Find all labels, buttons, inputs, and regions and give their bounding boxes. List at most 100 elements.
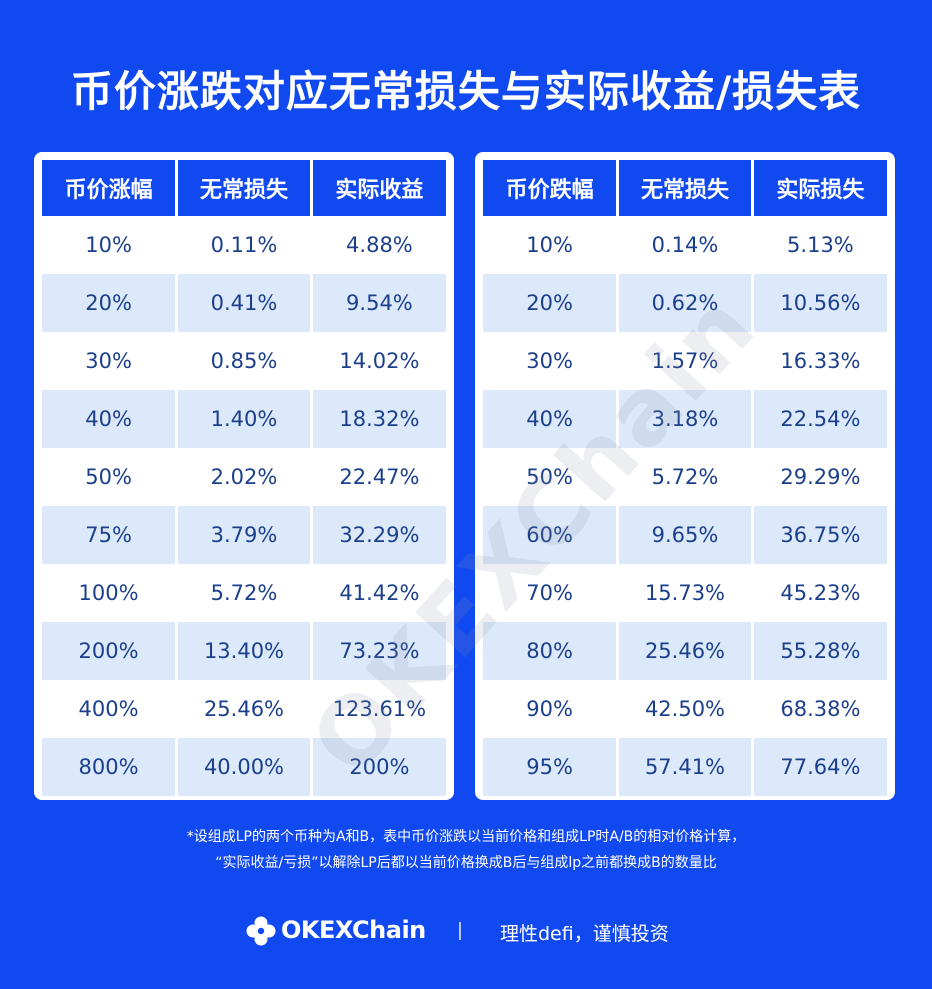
fall-cell-actual-result: 29.29% [780,465,861,489]
fall-cell-actual-result: 55.28% [752,622,887,680]
table-row: 800% 40.00% 200% [42,738,446,796]
footnote-line-2: “实际收益/亏损”以解除LP后都以当前价格换成B后与组成lp之前都换成B的数量比 [215,855,717,871]
table-row: 80% 25.46% 55.28% [483,622,887,680]
rise-header-impermanent-loss: 无常损失 [176,160,313,216]
fall-cell-impermanent-loss: 5.72% [617,448,754,506]
rise-cell-price-change: 200% [42,622,179,680]
fall-cell-price-change: 40% [483,390,620,448]
table-row: 10% 0.14% 5.13% [483,216,887,274]
fall-cell-price-change: 95% [483,738,620,796]
rise-cell-price-change: 10% [42,216,179,274]
fall-cell-price-change: 50% [483,448,620,506]
fall-cell-actual-result: 77.64% [752,738,887,796]
page-title: 币价涨跌对应无常损失与实际收益/损失表 [70,67,862,116]
rise-cell-impermanent-loss: 13.40% [176,622,313,680]
table-row: 200% 13.40% 73.23% [42,622,446,680]
rise-cell-impermanent-loss: 0.85% [176,332,313,390]
footer: OKEXChain 理性defi，谨慎投资 [0,914,932,948]
rise-table: 币价涨幅 无常损失 实际收益 10% 0.11% 4.88% 20% 0.41% 9.54… [42,160,446,796]
fall-cell-impermanent-loss: 0.62% [617,274,754,332]
brand-name: OKEXChain [281,916,426,944]
rise-cell-price-change: 50% [42,448,179,506]
fall-cell-actual-result: 10.56% [752,274,887,332]
fall-cell-impermanent-loss: 42.50% [617,680,754,738]
table-row: 90% 42.50% 68.38% [483,680,887,738]
rise-header-price-change: 币价涨幅 [42,160,179,216]
fall-cell-impermanent-loss: 25.46% [617,622,754,680]
fall-cell-price-change: 30% [483,332,620,390]
table-row: 20% 0.41% 9.54% [42,274,446,332]
fall-cell-impermanent-loss: 0.14% [617,216,754,274]
fall-cell-price-change: 10% [483,216,620,274]
fall-cell-price-change: 80% [483,622,620,680]
rise-cell-actual-result: 18.32% [311,390,446,448]
fall-cell-price-change: 70% [483,564,620,622]
rise-table-header-row: 币价涨幅 无常损失 实际收益 [42,160,446,216]
rise-cell-actual-result: 9.54% [311,274,446,332]
rise-cell-actual-result: 14.02% [339,349,420,373]
rise-cell-actual-result: 200% [311,738,446,796]
table-row: 40% 1.40% 18.32% [42,390,446,448]
table-row: 50% 2.02% 22.47% [42,448,446,506]
fall-cell-actual-result: 22.54% [752,390,887,448]
rise-table-card: 币价涨幅 无常损失 实际收益 10% 0.11% 4.88% 20% 0.41% 9.54… [34,152,454,800]
rise-cell-price-change: 800% [42,738,179,796]
fall-cell-impermanent-loss: 3.18% [617,390,754,448]
fall-cell-actual-result: 16.33% [780,349,861,373]
fall-cell-price-change: 20% [483,274,620,332]
rise-cell-actual-result: 73.23% [311,622,446,680]
table-row: 400% 25.46% 123.61% [42,680,446,738]
fall-header-price-change: 币价跌幅 [483,160,620,216]
table-row: 60% 9.65% 36.75% [483,506,887,564]
table-row: 100% 5.72% 41.42% [42,564,446,622]
rise-cell-actual-result: 22.47% [339,465,420,489]
table-row: 10% 0.11% 4.88% [42,216,446,274]
fall-cell-actual-result: 5.13% [787,233,854,257]
rise-cell-impermanent-loss: 0.11% [176,216,313,274]
rise-cell-impermanent-loss: 25.46% [176,680,313,738]
rise-cell-actual-result: 32.29% [311,506,446,564]
fall-cell-actual-result: 68.38% [780,697,861,721]
rise-cell-price-change: 20% [42,274,179,332]
table-row: 30% 1.57% 16.33% [483,332,887,390]
rise-cell-impermanent-loss: 1.40% [176,390,313,448]
rise-cell-price-change: 75% [42,506,179,564]
table-row: 40% 3.18% 22.54% [483,390,887,448]
fall-cell-impermanent-loss: 15.73% [617,564,754,622]
fall-cell-price-change: 60% [483,506,620,564]
table-row: 20% 0.62% 10.56% [483,274,887,332]
slogan: 理性defi，谨慎投资 [500,923,669,945]
fall-table-header-row: 币价跌幅 无常损失 实际损失 [483,160,887,216]
table-row: 50% 5.72% 29.29% [483,448,887,506]
rise-cell-impermanent-loss: 40.00% [176,738,313,796]
okexchain-logo-icon [246,916,276,946]
rise-cell-price-change: 40% [42,390,179,448]
fall-header-impermanent-loss: 无常损失 [617,160,754,216]
rise-cell-actual-result: 41.42% [339,581,420,605]
rise-table-body: 10% 0.11% 4.88% 20% 0.41% 9.54% 30% 0.85% 14.02%… [42,216,446,796]
rise-cell-impermanent-loss: 5.72% [176,564,313,622]
fall-cell-actual-result: 36.75% [752,506,887,564]
table-row: 70% 15.73% 45.23% [483,564,887,622]
rise-cell-impermanent-loss: 3.79% [176,506,313,564]
fall-cell-price-change: 90% [483,680,620,738]
rise-header-actual-return: 实际收益 [311,160,446,216]
rise-cell-actual-result: 123.61% [332,697,427,721]
rise-cell-price-change: 100% [42,564,179,622]
table-row: 95% 57.41% 77.64% [483,738,887,796]
fall-cell-impermanent-loss: 57.41% [617,738,754,796]
table-row: 30% 0.85% 14.02% [42,332,446,390]
rise-cell-price-change: 30% [42,332,179,390]
rise-cell-impermanent-loss: 2.02% [176,448,313,506]
footer-divider [459,922,461,940]
fall-cell-actual-result: 45.23% [780,581,861,605]
rise-cell-actual-result: 4.88% [346,233,413,257]
fall-table: 币价跌幅 无常损失 实际损失 10% 0.14% 5.13% 20% 0.62% 10.5… [483,160,887,796]
rise-cell-price-change: 400% [42,680,179,738]
fall-cell-impermanent-loss: 1.57% [617,332,754,390]
fall-header-actual-loss: 实际损失 [752,160,887,216]
rise-cell-impermanent-loss: 0.41% [176,274,313,332]
fall-table-body: 10% 0.14% 5.13% 20% 0.62% 10.56% 30% 1.57% 16.33… [483,216,887,796]
fall-cell-impermanent-loss: 9.65% [617,506,754,564]
fall-table-card: 币价跌幅 无常损失 实际损失 10% 0.14% 5.13% 20% 0.62% 10.5… [475,152,895,800]
